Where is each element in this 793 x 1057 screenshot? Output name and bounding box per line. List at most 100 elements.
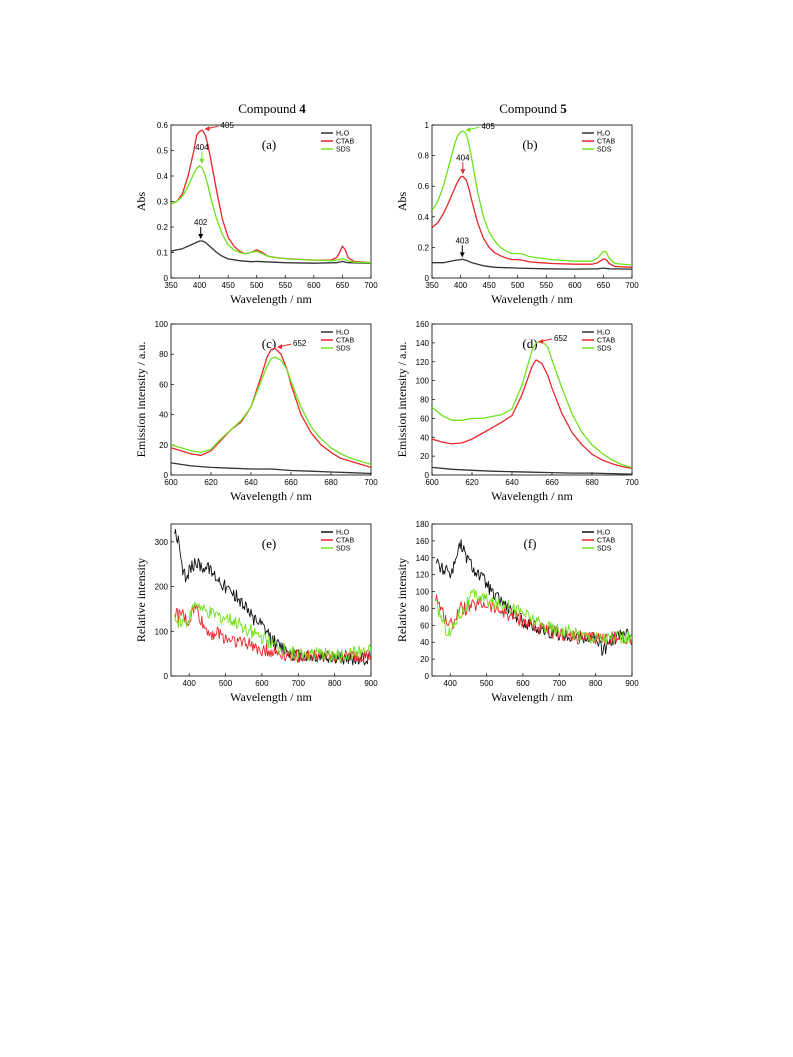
series-line-ctab xyxy=(171,347,371,469)
legend-label: H₂O xyxy=(597,330,611,337)
annotation-label: 405 xyxy=(481,122,495,131)
x-tick-label: 620 xyxy=(465,478,479,487)
annotation-arrowhead xyxy=(204,126,210,132)
annotation-arrowhead xyxy=(199,158,205,164)
y-tick-label: 160 xyxy=(416,537,430,546)
legend-label: CTAB xyxy=(336,338,354,345)
legend-label: CTAB xyxy=(597,338,615,345)
x-axis-label: Wavelength / nm xyxy=(230,690,312,704)
legend-label: SDS xyxy=(597,147,612,154)
legend-label: SDS xyxy=(336,346,351,353)
panel-label: (e) xyxy=(262,536,276,551)
y-tick-label: 100 xyxy=(416,588,430,597)
x-tick-label: 500 xyxy=(511,281,525,290)
y-tick-label: 40 xyxy=(420,433,429,442)
x-tick-label: 600 xyxy=(164,478,178,487)
series-line-ctab xyxy=(174,603,371,664)
x-axis-label: Wavelength / nm xyxy=(491,292,573,306)
panel-b: 350 400 450 500 550 600 650 700 0 0.2 0.4 0.6 0.8 1 Wa… xyxy=(395,121,639,306)
y-tick-label: 140 xyxy=(416,554,430,563)
annotation-label: 404 xyxy=(456,153,470,162)
x-tick-label: 700 xyxy=(553,679,567,688)
annotation-arrowhead xyxy=(277,344,282,350)
legend-label: CTAB xyxy=(336,139,354,146)
x-tick-label: 680 xyxy=(324,478,338,487)
series-line-ctab xyxy=(432,359,632,470)
panel-label: (f) xyxy=(524,536,537,551)
annotation-arrowhead xyxy=(198,234,204,240)
x-tick-label: 680 xyxy=(585,478,599,487)
x-tick-label: 500 xyxy=(480,679,494,688)
x-tick-label: 400 xyxy=(193,281,207,290)
x-tick-label: 650 xyxy=(336,281,350,290)
x-tick-label: 600 xyxy=(516,679,530,688)
y-tick-label: 20 xyxy=(420,452,429,461)
y-axis-label: Relative intensity xyxy=(395,558,409,642)
legend-label: SDS xyxy=(597,546,612,553)
annotation-label: 405 xyxy=(220,121,234,130)
annotation-label: 652 xyxy=(554,334,568,343)
y-axis-label: Emission intensity / a.u. xyxy=(134,342,148,458)
y-tick-label: 300 xyxy=(155,538,169,547)
x-tick-label: 800 xyxy=(328,679,342,688)
panel-label: (c) xyxy=(262,336,276,351)
series-line-sds xyxy=(435,588,632,645)
x-tick-label: 800 xyxy=(589,679,603,688)
y-tick-label: 100 xyxy=(416,377,430,386)
y-tick-label: 20 xyxy=(159,441,168,450)
x-tick-label: 700 xyxy=(292,679,306,688)
y-tick-label: 200 xyxy=(155,583,169,592)
x-tick-label: 400 xyxy=(444,679,458,688)
series-line-sds xyxy=(432,340,632,469)
y-tick-label: 80 xyxy=(159,350,168,359)
series-line-sds xyxy=(171,356,371,466)
legend-label: H₂O xyxy=(336,330,350,337)
x-tick-label: 400 xyxy=(183,679,197,688)
y-tick-label: 60 xyxy=(420,414,429,423)
y-tick-label: 0.4 xyxy=(157,172,169,181)
y-tick-label: 0 xyxy=(164,274,169,283)
x-tick-label: 900 xyxy=(625,679,639,688)
y-tick-label: 0 xyxy=(425,471,430,480)
x-tick-label: 450 xyxy=(482,281,496,290)
legend-label: SDS xyxy=(336,147,351,154)
annotation-label: 652 xyxy=(293,339,307,348)
panel-d: 600 620 640 660 680 700 0 20 40 60 80 100 120 140 160 W… xyxy=(395,320,639,503)
legend-label: CTAB xyxy=(597,538,615,545)
x-tick-label: 900 xyxy=(364,679,378,688)
series-line-h2o xyxy=(171,462,371,475)
y-tick-label: 160 xyxy=(416,320,430,329)
legend-label: H₂O xyxy=(336,530,350,537)
panel-f: 400 500 600 700 800 900 0 20 40 60 80 100 120 140 160 1… xyxy=(395,520,639,704)
y-axis-label: Abs xyxy=(134,192,148,212)
y-tick-label: 0 xyxy=(164,672,169,681)
y-tick-label: 0 xyxy=(425,274,430,283)
legend-label: CTAB xyxy=(597,139,615,146)
y-tick-label: 0.3 xyxy=(157,198,169,207)
y-tick-label: 60 xyxy=(420,621,429,630)
x-tick-label: 550 xyxy=(540,281,554,290)
x-tick-label: 500 xyxy=(219,679,233,688)
y-tick-label: 80 xyxy=(420,604,429,613)
y-tick-label: 0.6 xyxy=(157,121,169,130)
y-tick-label: 80 xyxy=(420,396,429,405)
x-tick-label: 600 xyxy=(255,679,269,688)
x-axis-label: Wavelength / nm xyxy=(230,489,312,503)
x-tick-label: 400 xyxy=(454,281,468,290)
x-tick-label: 640 xyxy=(244,478,258,487)
y-tick-label: 100 xyxy=(155,627,169,636)
panel-label: (b) xyxy=(522,137,537,152)
x-tick-label: 350 xyxy=(164,281,178,290)
x-tick-label: 500 xyxy=(250,281,264,290)
y-tick-label: 100 xyxy=(155,320,169,329)
y-tick-label: 0 xyxy=(164,471,169,480)
annotation-label: 404 xyxy=(195,143,209,152)
x-tick-label: 450 xyxy=(221,281,235,290)
y-tick-label: 0.1 xyxy=(157,249,169,258)
annotation-label: 403 xyxy=(456,236,470,245)
x-tick-label: 600 xyxy=(568,281,582,290)
legend-label: H₂O xyxy=(597,131,611,138)
annotation-arrowhead xyxy=(460,169,466,175)
